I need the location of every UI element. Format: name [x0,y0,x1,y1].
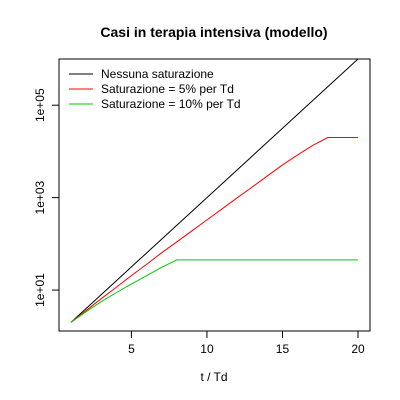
series-line-saturazione-10-per-td [70,259,358,323]
x-tick-label: 15 [276,342,290,356]
series-group [70,58,359,323]
legend-label: Saturazione = 10% per Td [101,97,241,111]
series-line-nessuna-saturazione [70,58,359,323]
chart-title: Casi in terapia intensiva (modello) [100,24,327,40]
legend-label: Nessuna saturazione [101,67,214,81]
legend-label: Saturazione = 5% per Td [101,82,234,96]
series-line-saturazione-5-per-td [70,137,358,323]
y-tick-label: 1e+03 [33,180,47,214]
x-axis-label: t / Td [200,370,227,384]
x-tick-label: 20 [351,342,365,356]
y-tick-label: 1e+05 [33,88,47,122]
y-axis: 1e+01 1e+03 1e+05 [33,88,59,307]
x-axis: 5 10 15 20 [128,331,365,356]
plot-area-frame [58,58,371,332]
x-tick-label: 10 [200,342,214,356]
y-tick-label: 1e+01 [33,273,47,307]
x-tick-label: 5 [128,342,135,356]
